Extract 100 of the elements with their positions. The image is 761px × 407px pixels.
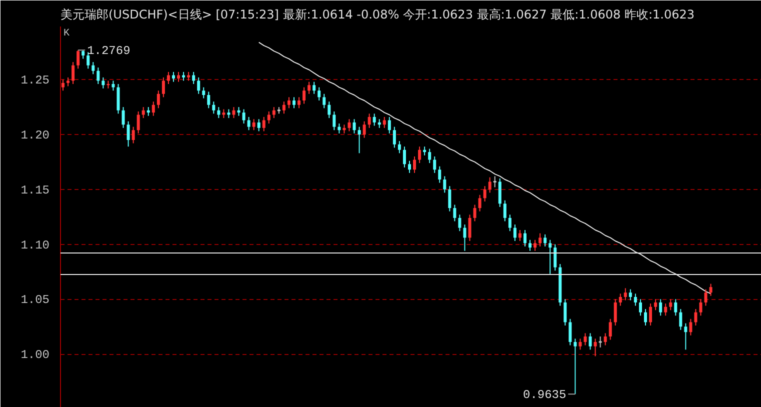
candlestick <box>136 110 140 134</box>
candlestick <box>348 118 351 132</box>
candlestick <box>312 81 316 94</box>
candlestick <box>578 338 582 350</box>
candlestick <box>217 106 220 119</box>
candlestick <box>257 118 260 132</box>
candlestick <box>588 332 592 350</box>
candlestick <box>242 108 246 124</box>
y-tick-label: 1.05 <box>20 293 50 308</box>
candlestick <box>96 67 100 85</box>
candlestick <box>468 214 472 242</box>
candlestick <box>62 79 65 92</box>
candlestick <box>664 303 668 316</box>
candlestick <box>172 71 175 82</box>
annotation: K <box>64 28 70 40</box>
candlestick <box>453 204 456 222</box>
candlestick <box>418 146 422 164</box>
annotation: 0.9635 <box>522 388 566 402</box>
candlestick <box>433 156 436 174</box>
candlestick <box>132 126 135 144</box>
candlestick <box>308 81 311 94</box>
candlestick <box>92 62 95 75</box>
candlestick <box>458 214 462 232</box>
candlestick <box>156 90 160 109</box>
candlestick <box>267 110 270 124</box>
candlestick <box>478 194 482 212</box>
candlestick <box>513 224 516 242</box>
candlestick <box>272 106 276 119</box>
candlestick <box>594 338 597 357</box>
annotation: 1.2769 <box>87 44 130 58</box>
candlestick <box>302 86 306 104</box>
candlestick <box>428 148 432 164</box>
candlestick <box>448 186 452 212</box>
candlestick <box>604 332 607 346</box>
candlestick <box>298 96 301 109</box>
candlestick <box>618 293 622 306</box>
candlestick <box>166 71 170 85</box>
candlestick <box>649 303 652 326</box>
candlestick <box>72 62 75 85</box>
candlestick <box>518 230 522 242</box>
candlestick <box>402 146 406 168</box>
candlestick <box>488 176 492 194</box>
candlestick <box>493 176 496 188</box>
candlestick <box>624 288 627 301</box>
candlestick <box>534 239 537 252</box>
candlestick <box>473 204 476 222</box>
candlestick <box>413 156 416 174</box>
candlestick <box>197 76 200 94</box>
candlestick <box>443 176 446 194</box>
candlestick <box>126 120 130 148</box>
candlestick <box>654 298 658 311</box>
candlestick <box>538 232 542 247</box>
candlestick <box>564 298 567 326</box>
candlestick <box>252 118 256 131</box>
candlestick <box>548 239 552 274</box>
candlestick <box>574 338 577 395</box>
candlestick <box>382 116 386 128</box>
candlestick <box>362 120 366 138</box>
candlestick <box>544 234 547 247</box>
candlestick <box>598 336 602 348</box>
candlestick <box>528 239 532 252</box>
candlestick <box>177 71 180 82</box>
candlestick <box>338 123 341 134</box>
candlestick <box>463 224 466 252</box>
candlestick <box>192 71 196 85</box>
y-tick-label: 1.25 <box>20 74 50 88</box>
candlestick <box>86 52 90 70</box>
candlestick <box>76 50 80 70</box>
candlestick <box>358 126 361 154</box>
candlestick <box>608 318 612 340</box>
candlestick <box>689 318 692 336</box>
candlestick <box>388 116 391 134</box>
candlestick <box>247 116 250 131</box>
y-tick-label: 1.10 <box>20 238 50 252</box>
candlestick <box>372 113 376 126</box>
candlestick <box>287 96 290 109</box>
candlestick <box>659 298 662 316</box>
candlestick <box>628 288 632 301</box>
candlestick <box>503 200 506 222</box>
candlestick <box>352 118 356 134</box>
candlestick <box>684 322 688 350</box>
candlestick <box>634 293 637 306</box>
candlestick <box>262 116 266 132</box>
candlestick <box>212 101 216 114</box>
candlestick <box>322 93 326 109</box>
candlestick <box>438 166 442 184</box>
candlestick <box>106 80 110 89</box>
candlestick <box>638 298 642 316</box>
candlestick <box>398 140 401 154</box>
candlestick <box>704 288 708 306</box>
y-tick-label: 1.15 <box>20 183 50 198</box>
candlestick <box>232 106 236 119</box>
candlestick <box>709 283 712 296</box>
candlestick <box>523 230 526 247</box>
candlestick <box>508 214 512 232</box>
y-tick-label: 1.20 <box>20 128 50 143</box>
candlestick <box>332 110 336 131</box>
candlestick <box>368 113 371 128</box>
candlestick <box>152 101 155 116</box>
candlestick <box>483 186 486 202</box>
